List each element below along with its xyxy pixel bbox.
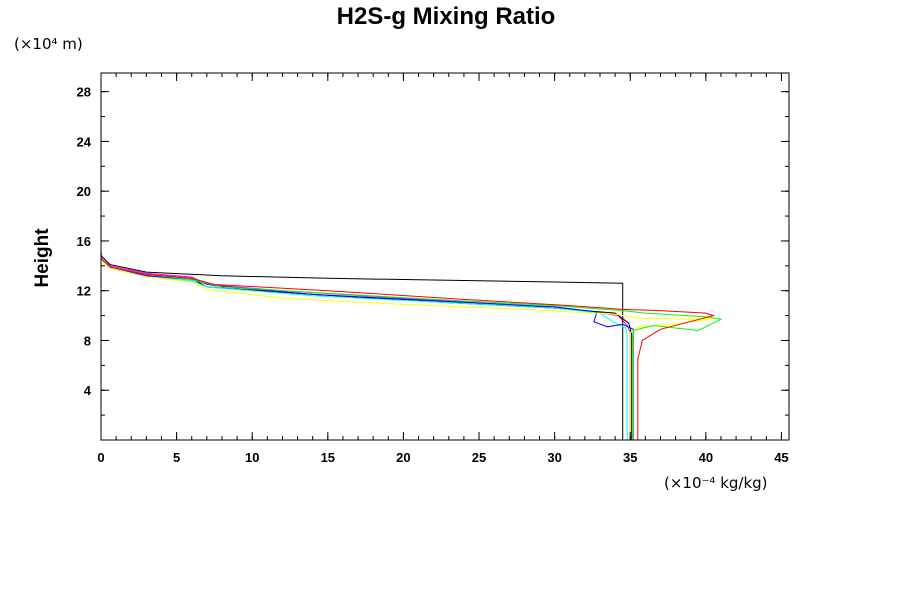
- x-tick-label: 20: [396, 450, 410, 465]
- y-tick-label: 8: [84, 333, 91, 348]
- x-tick-label: 35: [623, 450, 637, 465]
- y-tick-label: 28: [77, 85, 91, 100]
- x-tick-label: 30: [547, 450, 561, 465]
- series-line-2: [100, 255, 624, 440]
- x-tick-label: 25: [472, 450, 486, 465]
- x-axis-unit: (×10⁻⁴ kg/kg): [664, 474, 768, 492]
- series-line-4: [100, 259, 628, 440]
- y-tick-label: 4: [84, 383, 92, 398]
- x-tick-label: 45: [774, 450, 788, 465]
- axis-layer: 0 5 10 15 20 25 30 35 40 45 4 8 12 16 20 24 28: [77, 73, 789, 465]
- chart-title: H2S-g Mixing Ratio: [337, 3, 556, 30]
- y-tick-label: 12: [77, 284, 91, 299]
- series-line-7: [100, 258, 723, 440]
- series-line-5: [100, 258, 634, 440]
- series-line-8: [100, 258, 716, 440]
- x-tick-label: 5: [173, 450, 180, 465]
- y-tick-label: 20: [77, 184, 91, 199]
- series-line-3: [100, 258, 633, 440]
- series-line-1: [100, 73, 631, 440]
- y-tick-label: 16: [77, 234, 91, 249]
- x-tick-label: 10: [245, 450, 259, 465]
- series-layer: [100, 73, 723, 440]
- x-tick-label: 40: [699, 450, 713, 465]
- y-tick-label: 24: [77, 134, 92, 149]
- x-tick-label: 15: [321, 450, 335, 465]
- y-axis-unit: (×10⁴ m): [14, 35, 83, 53]
- plot-frame: [100, 72, 790, 441]
- y-axis-label: Height: [32, 228, 53, 288]
- x-tick-label: 0: [97, 450, 104, 465]
